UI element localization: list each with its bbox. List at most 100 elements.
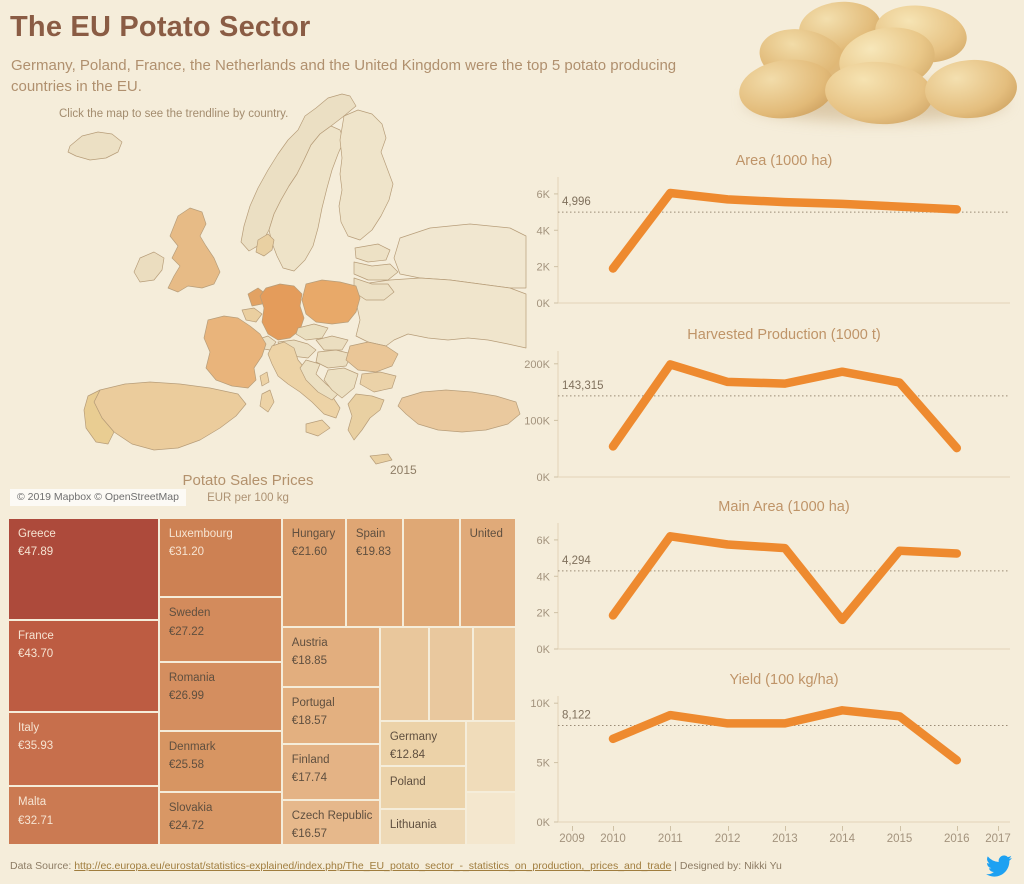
svg-text:6K: 6K xyxy=(537,535,551,547)
map-country-united-kingdom[interactable] xyxy=(167,207,221,293)
x-axis-label: 2010 xyxy=(600,833,626,845)
svg-text:4K: 4K xyxy=(537,571,551,583)
map-country-romania[interactable] xyxy=(345,341,399,373)
chart-area: Area (1000 ha) 0K 2K 4K 6K 4,996 xyxy=(498,153,1010,327)
map-country-czech-republic[interactable] xyxy=(295,323,329,341)
treemap-cell-finland[interactable]: Finland €17.74 xyxy=(281,743,380,800)
page-subtitle: Germany, Poland, France, the Netherlands… xyxy=(11,57,677,96)
map-country-croatia[interactable] xyxy=(299,359,339,401)
map-country-france[interactable] xyxy=(203,315,267,389)
treemap-subtitle: EUR per 100 kg xyxy=(207,492,289,504)
treemap-cell-portugal[interactable]: Portugal €18.57 xyxy=(281,687,380,744)
map-year-label: 2015 xyxy=(390,463,417,477)
treemap-cell-poland[interactable]: Poland xyxy=(379,766,466,810)
twitter-icon[interactable] xyxy=(986,855,1012,877)
treemap-cell-austria[interactable]: Austria €18.85 xyxy=(281,626,380,688)
europe-map[interactable] xyxy=(10,88,530,500)
potato-photo xyxy=(735,0,1021,128)
x-axis-tick xyxy=(998,826,999,831)
treemap-cell-sweden[interactable]: Sweden €27.22 xyxy=(158,597,282,662)
data-source-link[interactable]: http://ec.europa.eu/eurostat/statistics-… xyxy=(74,860,672,872)
map-country-finland[interactable] xyxy=(338,109,394,241)
map-country-serbia[interactable] xyxy=(323,367,359,399)
chart-yield-title: Yield (100 kg/ha) xyxy=(729,672,839,688)
map-country-ukraine[interactable] xyxy=(355,277,527,349)
x-axis-label: 2014 xyxy=(829,833,855,845)
treemap-cell-greece[interactable]: Greece €47.89 xyxy=(8,518,159,621)
x-axis-tick xyxy=(670,826,672,831)
treemap: Greece €47.89 France €43.70 Italy €35.93 Malta… xyxy=(8,518,516,845)
svg-text:0K: 0K xyxy=(537,817,551,829)
map-country-sweden[interactable] xyxy=(268,125,345,272)
area-plot: 0K 2K 4K 6K 4,996 xyxy=(537,177,1010,310)
map-country-iceland[interactable] xyxy=(67,131,123,161)
treemap-cell-spain[interactable]: Spain €19.83 xyxy=(345,518,403,627)
treemap-cell-romania[interactable]: Romania €26.99 xyxy=(158,661,282,731)
map-country-spain[interactable] xyxy=(93,381,247,451)
x-axis-tick xyxy=(899,826,901,831)
harvested-plot: 0K 100K 200K 143,315 xyxy=(524,351,1010,484)
footer: Data Source: http://ec.europa.eu/eurosta… xyxy=(10,860,782,872)
map-country-sicily[interactable] xyxy=(305,419,331,437)
map-country-turkey[interactable] xyxy=(397,389,521,433)
treemap-cell-denmark[interactable]: Denmark €25.58 xyxy=(158,730,282,793)
svg-text:0K: 0K xyxy=(537,472,551,484)
chart-harvested-title: Harvested Production (1000 t) xyxy=(687,327,881,343)
map-country-belgium[interactable] xyxy=(241,307,263,323)
x-axis-tick xyxy=(784,826,786,831)
svg-text:0K: 0K xyxy=(537,298,551,310)
treemap-cell-slovakia[interactable]: Slovakia €24.72 xyxy=(158,792,282,845)
treemap-cell-germany[interactable]: Germany €12.84 xyxy=(379,721,466,767)
map-country-italy[interactable] xyxy=(267,341,341,419)
x-axis-label: 2016 xyxy=(944,833,970,845)
x-axis-label: 2009 xyxy=(559,833,585,845)
svg-text:4K: 4K xyxy=(537,225,551,237)
treemap-cell-luxembourg[interactable]: Luxembourg €31.20 xyxy=(158,518,282,598)
treemap-cell-malta[interactable]: Malta €32.71 xyxy=(8,786,159,845)
treemap-cell[interactable] xyxy=(428,626,473,722)
treemap-cell-lithuania[interactable]: Lithuania xyxy=(379,809,466,845)
treemap-cell-czech-republic[interactable]: Czech Republic €16.57 xyxy=(281,799,380,845)
map-country-corsica[interactable] xyxy=(259,371,270,387)
map-country-crete[interactable] xyxy=(369,453,393,465)
map-country-portugal[interactable] xyxy=(83,389,115,445)
map-country-hungary[interactable] xyxy=(315,349,353,369)
svg-text:0K: 0K xyxy=(537,644,551,656)
map-country-bulgaria[interactable] xyxy=(359,371,397,393)
map-country-greece[interactable] xyxy=(347,393,385,441)
chart-yield: Yield (100 kg/ha) 0K 5K 10K 8,122 xyxy=(498,672,1010,846)
treemap-cell[interactable] xyxy=(379,626,429,722)
map-country-poland[interactable] xyxy=(301,279,361,325)
x-axis-label: 2013 xyxy=(772,833,798,845)
treemap-cell-france[interactable]: France €43.70 xyxy=(8,620,159,712)
map-country-germany[interactable] xyxy=(259,283,305,341)
map-country-latvia[interactable] xyxy=(353,261,399,281)
treemap-cell-italy[interactable]: Italy €35.93 xyxy=(8,711,159,787)
x-axis-tick xyxy=(842,826,844,831)
chart-area-title: Area (1000 ha) xyxy=(735,153,833,169)
designed-by: | Designed by: Nikki Yu xyxy=(671,860,782,872)
x-axis-tick xyxy=(956,826,958,831)
map-country-slovakia[interactable] xyxy=(315,335,349,351)
x-axis-tick xyxy=(572,826,573,831)
x-axis-label: 2015 xyxy=(886,833,913,845)
treemap-cell[interactable] xyxy=(465,721,516,793)
yield-plot: 0K 5K 10K 8,122 xyxy=(530,696,1010,829)
map-country-estonia[interactable] xyxy=(354,243,391,263)
map-country-ireland[interactable] xyxy=(133,251,165,283)
treemap-cell[interactable] xyxy=(402,518,460,627)
chart-main-area-title: Main Area (1000 ha) xyxy=(718,499,850,515)
map-country-sardinia[interactable] xyxy=(259,389,275,413)
svg-text:8,122: 8,122 xyxy=(562,710,591,722)
treemap-cell[interactable] xyxy=(472,626,516,722)
map-country-denmark[interactable] xyxy=(255,233,275,257)
svg-text:4,996: 4,996 xyxy=(562,196,591,208)
treemap-cell-hungary[interactable]: Hungary €21.60 xyxy=(281,518,346,627)
treemap-cell-united[interactable]: United xyxy=(459,518,516,627)
treemap-title: Potato Sales Prices xyxy=(182,472,314,489)
treemap-cell[interactable] xyxy=(465,792,516,845)
map-hint: Click the map to see the trendline by co… xyxy=(59,108,289,120)
svg-text:2K: 2K xyxy=(537,262,551,274)
svg-text:10K: 10K xyxy=(530,698,550,710)
